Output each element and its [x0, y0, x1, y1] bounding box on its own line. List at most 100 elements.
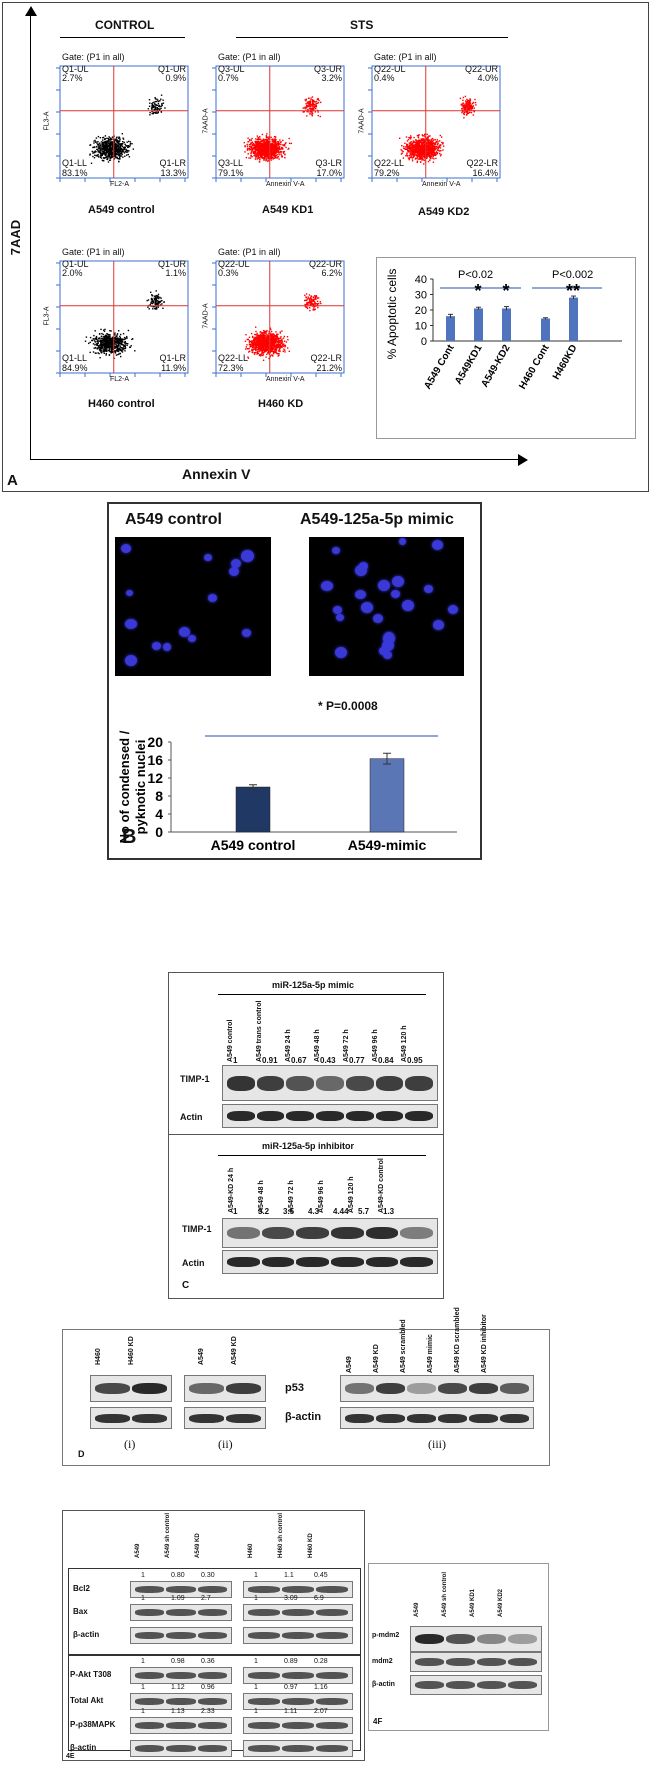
- scatter-point: [252, 348, 254, 351]
- scatter-point: [118, 147, 120, 149]
- scatter-point: [309, 111, 311, 113]
- scatter-point: [107, 140, 109, 142]
- scatter-point: [126, 344, 128, 347]
- scatter-point: [282, 139, 284, 142]
- scatter-point: [424, 155, 426, 158]
- scatter-point: [121, 145, 124, 147]
- scatter-point: [261, 338, 263, 340]
- scatter-point: [417, 141, 419, 143]
- scatter-point: [93, 140, 95, 142]
- scatter-point: [247, 357, 250, 359]
- nucleus: [152, 642, 161, 650]
- quad-ll-label: Q22-LL: [218, 353, 249, 363]
- scatter-point: [272, 333, 274, 335]
- scatter-point: [411, 146, 413, 148]
- scatter-point: [419, 140, 421, 142]
- nucleus: [355, 565, 367, 576]
- scatter-point: [288, 147, 290, 150]
- scatter-point: [253, 337, 255, 339]
- scatter-point: [116, 335, 118, 338]
- scatter-point: [257, 334, 259, 336]
- scatter-point: [256, 332, 258, 335]
- scatter-point: [274, 151, 276, 153]
- scatter-point: [113, 141, 115, 143]
- scatter-point: [440, 150, 442, 152]
- scatter-point: [112, 342, 114, 344]
- scatter-point: [261, 144, 263, 146]
- micrograph-mimic: [309, 537, 464, 676]
- scatter-point: [98, 148, 101, 150]
- scatter-point: [257, 337, 260, 339]
- panel-a-letter: A: [7, 472, 18, 489]
- scatter-point: [94, 352, 96, 354]
- scatter-point: [257, 340, 259, 343]
- scatter-point: [116, 149, 119, 152]
- scatter-point: [98, 150, 100, 152]
- scatter-point: [420, 155, 423, 158]
- scatter-point: [260, 153, 263, 156]
- scatter-point: [109, 137, 111, 139]
- scatter-point: [117, 150, 119, 153]
- scatter-point: [267, 157, 269, 159]
- scatter-point: [430, 151, 432, 154]
- scatter-point: [106, 137, 108, 139]
- quad-lr-label: Q1-LR: [159, 158, 186, 168]
- scatter-point: [120, 151, 123, 153]
- scatter-point: [250, 146, 253, 148]
- scatter-point: [253, 150, 256, 153]
- scatter-point: [98, 156, 100, 158]
- scatter-point: [280, 346, 283, 348]
- scatter-point: [303, 107, 306, 109]
- plot-frame: [215, 260, 345, 374]
- scatter-point: [277, 342, 279, 344]
- scatter-point: [152, 102, 154, 104]
- scatter-point: [151, 298, 153, 300]
- scatter-point: [279, 350, 281, 353]
- scatter-point: [119, 144, 122, 146]
- scatter-point: [273, 147, 276, 150]
- scatter-point: [123, 346, 125, 348]
- scatter-point: [107, 337, 109, 339]
- scatter-point: [284, 346, 286, 348]
- scatter-point: [412, 152, 414, 154]
- scatter-point: [266, 349, 268, 351]
- quad-ur-value: 6.2%: [321, 268, 342, 278]
- scatter-point: [319, 115, 321, 118]
- scatter-point: [107, 341, 109, 343]
- scatter-point: [105, 142, 108, 144]
- scatter-point: [93, 146, 96, 148]
- scatter-point: [279, 331, 281, 333]
- scatter-point: [312, 299, 314, 302]
- scatter-point: [251, 335, 254, 338]
- scatter-point: [104, 154, 107, 156]
- scatter-point: [111, 136, 114, 138]
- scatter-point: [313, 104, 315, 106]
- scatter-point: [417, 143, 419, 145]
- scatter-point: [110, 337, 112, 340]
- scatter-point: [106, 145, 108, 148]
- scatter-point: [117, 353, 119, 356]
- scatter-point: [279, 139, 281, 141]
- scatter-point: [264, 154, 266, 157]
- scatter-point: [264, 143, 266, 145]
- scatter-point: [410, 141, 412, 143]
- scatter-point: [255, 156, 257, 159]
- scatter-point: [408, 136, 410, 139]
- scatter-point: [246, 344, 248, 346]
- scatter-point: [305, 306, 307, 308]
- scatter-point: [312, 300, 314, 303]
- scatter-point: [129, 145, 131, 148]
- scatter-point: [157, 99, 159, 101]
- scatter-point: [471, 107, 474, 110]
- scatter-point: [114, 153, 116, 156]
- scatter-point: [117, 350, 119, 352]
- scatter-point: [264, 348, 267, 350]
- scatter-point: [104, 152, 107, 154]
- scatter-point: [153, 306, 155, 308]
- scatter-point: [116, 333, 119, 335]
- scatter-point: [96, 142, 98, 144]
- scatter-point: [279, 347, 281, 349]
- scatter-point: [405, 146, 407, 148]
- scatter-point: [434, 145, 437, 148]
- scatter-point: [107, 146, 109, 149]
